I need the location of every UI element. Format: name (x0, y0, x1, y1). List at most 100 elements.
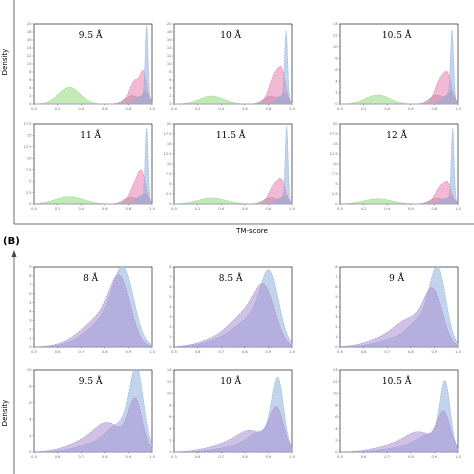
panel-b-y-arrow (11, 250, 17, 257)
x-tick-label: 0.8 (102, 350, 108, 354)
x-tick-label: 1.0 (455, 350, 461, 354)
x-tick-label: 0.4 (384, 207, 390, 211)
x-tick-label: 0.9 (432, 455, 438, 459)
x-tick-label: 0.8 (126, 207, 132, 211)
y-tick-label: 16 (167, 38, 172, 42)
y-tick-label: 10 (167, 162, 172, 166)
y-tick-label: 5 (169, 182, 171, 186)
y-tick-label: 15 (333, 142, 338, 146)
y-tick-label: 2 (335, 438, 337, 442)
subplot-b4: 0 2 4 6 8 10 0.5 0.6 0.7 0.8 0.9 1.0 9.5 Å (27, 368, 156, 459)
y-tick-label: 20 (167, 122, 172, 126)
x-tick-label: 0.8 (242, 455, 248, 459)
x-tick-label: 0.6 (195, 455, 201, 459)
y-tick-label: 12 (167, 380, 172, 384)
y-tick-label: 10 (27, 156, 32, 160)
x-tick-label: 0.7 (78, 350, 84, 354)
x-tick-label: 0.7 (218, 350, 224, 354)
y-tick-label: 6 (169, 415, 172, 419)
y-tick-label: 8 (335, 265, 338, 269)
x-tick-label: 0.0 (337, 207, 343, 211)
x-tick-label: 0.8 (408, 455, 414, 459)
x-tick-label: 0.6 (55, 455, 61, 459)
x-tick-label: 0.9 (126, 455, 132, 459)
y-tick-label: 10 (167, 62, 172, 66)
y-tick-label: 8 (29, 70, 32, 74)
x-tick-label: 0.0 (171, 107, 177, 111)
subplot-title: 8 Å (83, 272, 99, 284)
density-curve-blue (174, 30, 293, 105)
y-tick-label: 9 (29, 265, 32, 269)
subplot-title: 10.5 Å (382, 29, 412, 41)
x-tick-label: 1.0 (289, 207, 295, 211)
x-tick-label: 0.6 (102, 207, 108, 211)
density-curve-blue (340, 29, 459, 105)
y-tick-label: 0 (169, 345, 172, 349)
y-tick-label: 8 (169, 403, 172, 407)
subplot-b5: 0 2 4 6 8 10 12 14 0.5 0.6 0.7 0.8 0.9 1.0 10 Å (167, 368, 296, 459)
density-curve-purple (339, 410, 459, 453)
density-curve-blue (34, 25, 153, 105)
y-tick-label: 17.5 (163, 132, 171, 136)
x-tick-label: 0.5 (337, 455, 343, 459)
x-tick-label: 1.0 (149, 207, 155, 211)
subplot-title: 10 Å (220, 29, 241, 41)
density-curve-green (339, 94, 458, 105)
subplot-a6: 0 2.5 5 7.5 10 12.5 15 17.5 20 0.0 0.2 0.4 0.6 0.8 1.0… (329, 122, 461, 211)
subplot-a1: 0 2 4 6 8 10 12 14 16 18 20 0.0 0.2 0.4 0.6 0.8 1.0 9.5 Å (27, 22, 156, 111)
x-tick-label: 0.2 (361, 107, 367, 111)
y-tick-label: 8 (335, 56, 338, 60)
y-tick-label: 15 (27, 134, 32, 138)
density-curve-purple (173, 406, 293, 453)
x-tick-label: 0.0 (171, 207, 177, 211)
y-tick-label: 12 (333, 34, 338, 38)
y-tick-label: 7 (335, 275, 337, 279)
y-tick-label: 0 (335, 202, 338, 206)
y-tick-label: 0 (335, 102, 338, 106)
subplot-a4: 0 2.5 5 7.5 10 12.5 15 17.5 0.0 0.2 0.4 0.6 0.8 1.0 11… (23, 122, 155, 211)
x-tick-label: 0.8 (408, 350, 414, 354)
density-curve-purple (173, 283, 293, 348)
y-tick-label: 2 (29, 434, 31, 438)
y-tick-label: 6 (335, 285, 338, 289)
y-tick-label: 8 (169, 70, 172, 74)
y-tick-label: 1 (169, 335, 171, 339)
x-tick-label: 0.4 (78, 107, 84, 111)
y-tick-label: 10 (27, 62, 32, 66)
y-tick-label: 2 (169, 94, 171, 98)
x-tick-label: 0.4 (384, 107, 390, 111)
x-tick-label: 0.7 (384, 455, 390, 459)
x-tick-label: 0.8 (242, 350, 248, 354)
y-tick-label: 10 (27, 368, 32, 372)
x-tick-label: 0.6 (361, 350, 367, 354)
x-tick-label: 0.6 (55, 350, 61, 354)
y-tick-label: 0 (29, 450, 32, 454)
x-tick-label: 0.7 (218, 455, 224, 459)
y-tick-label: 10 (333, 392, 338, 396)
y-tick-label: 2 (335, 325, 337, 329)
y-tick-label: 1 (335, 335, 337, 339)
x-tick-label: 0.5 (171, 455, 177, 459)
x-tick-label: 0.6 (408, 207, 414, 211)
y-tick-label: 18 (27, 30, 32, 34)
subplot-title: 10 Å (220, 375, 241, 387)
panel-a-xlabel: TM-score (235, 227, 268, 235)
y-tick-label: 2 (169, 438, 171, 442)
y-tick-label: 6 (335, 68, 338, 72)
x-tick-label: 0.6 (361, 455, 367, 459)
y-tick-label: 0 (169, 450, 172, 454)
x-tick-label: 0.0 (337, 107, 343, 111)
subplot-title: 9.5 Å (79, 29, 103, 41)
subplot-a5: 0 2.5 5 7.5 10 12.5 15 17.5 20 0.0 0.2 0.4 0.6 0.8 1.0… (163, 122, 295, 211)
y-tick-label: 8 (335, 403, 338, 407)
y-tick-label: 20 (333, 122, 338, 126)
y-tick-label: 2.5 (166, 192, 172, 196)
y-tick-label: 3 (169, 315, 171, 319)
y-tick-label: 7 (29, 283, 31, 287)
x-tick-label: 0.2 (55, 207, 61, 211)
y-tick-label: 14 (167, 368, 172, 372)
y-tick-label: 2 (29, 327, 31, 331)
subplot-title: 9 Å (389, 272, 405, 284)
